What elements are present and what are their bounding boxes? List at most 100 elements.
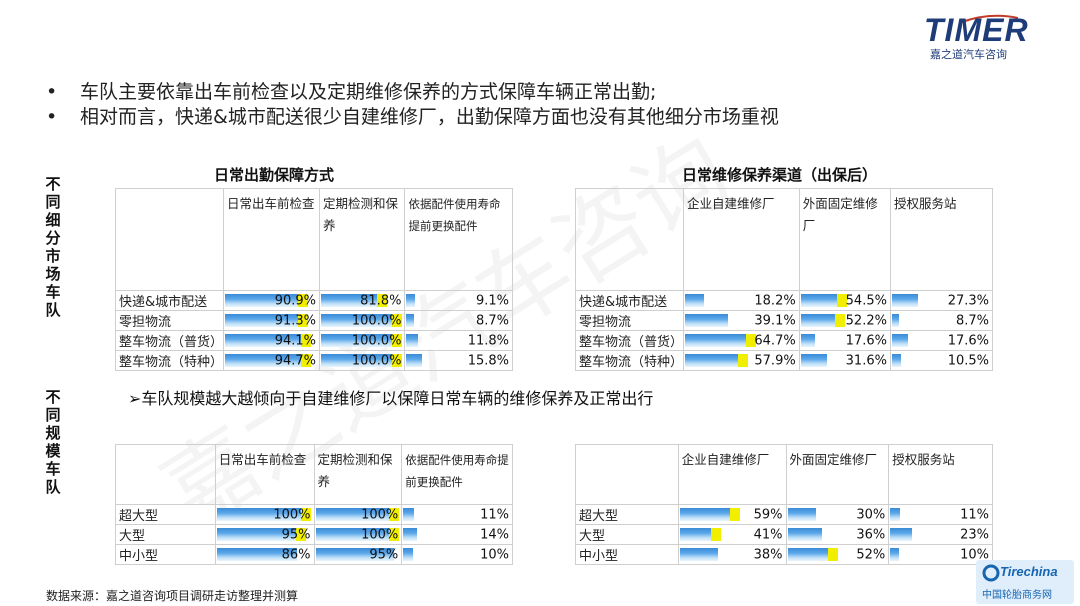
highlight-marker: [377, 294, 388, 307]
header-blank-cell: [115, 444, 216, 505]
tirechina-badge: Tirechina 中国轮胎商务网: [976, 560, 1074, 604]
value-bar: [403, 548, 413, 561]
highlight-marker: [301, 354, 312, 367]
column-header: 外面固定维修厂: [785, 444, 890, 505]
value-label: 52%: [856, 547, 886, 562]
value-bar: [685, 354, 749, 367]
value-label: 91.3%: [274, 313, 317, 328]
value-cell: 100%: [313, 524, 403, 545]
table-title-maintenance: 日常维修保养渠道（出保后）: [682, 166, 878, 184]
value-label: 11%: [960, 507, 989, 522]
table-segment-attendance: 日常出车前检查 定期检测和保养 依据配件使用寿命提前更换配件 快递&城市配送 90.9%…: [114, 188, 513, 371]
value-bar: [800, 294, 848, 307]
value-bar: [787, 528, 823, 541]
table-header-row: 企业自建维修厂 外面固定维修厂 授权服务站: [575, 444, 993, 505]
value-label: 100.0%: [351, 313, 402, 328]
value-label: 100.0%: [351, 353, 402, 368]
row-label: 快递&城市配送: [574, 290, 685, 311]
bullet-marker: •: [46, 106, 58, 128]
value-cell: 81.8%: [319, 290, 406, 311]
value-label: 23%: [960, 527, 989, 542]
column-header: 外面固定维修厂: [798, 188, 891, 291]
callout-text: ➢车队规模越大越倾向于自建维修厂以保障日常车辆的维修保养及正常出行: [128, 389, 654, 408]
highlight-marker: [391, 314, 402, 327]
value-cell: 10%: [888, 544, 993, 565]
value-cell: 27.3%: [889, 290, 994, 311]
table-row: 中小型 86% 95% 10%: [115, 544, 513, 565]
value-label: 30%: [856, 507, 886, 522]
row-label: 整车物流（特种）: [574, 350, 685, 371]
value-cell: 14%: [401, 524, 513, 545]
value-label: 54.5%: [845, 293, 887, 308]
column-header: 企业自建维修厂: [683, 188, 800, 291]
table-row: 整车物流（普货） 94.1% 100.0% 11.8%: [114, 330, 513, 351]
value-bar: [890, 548, 900, 561]
value-cell: 11%: [888, 504, 993, 525]
value-cell: 31.6%: [798, 350, 891, 371]
header-blank-cell: [114, 188, 225, 291]
highlight-marker: [827, 548, 838, 561]
value-bar: [800, 314, 846, 327]
highlight-marker: [391, 334, 402, 347]
side-label-scale: 不同规模车队: [45, 388, 61, 496]
highlight-marker: [300, 508, 311, 521]
value-bar: [787, 548, 838, 561]
highlight-marker: [295, 528, 306, 541]
value-cell: 86%: [214, 544, 315, 565]
table-row: 大型 41% 36% 23%: [575, 524, 993, 545]
value-cell: 100.0%: [319, 330, 406, 351]
value-bar: [403, 528, 418, 541]
value-cell: 54.5%: [798, 290, 891, 311]
value-label: 94.1%: [274, 333, 317, 348]
column-header: 授权服务站: [888, 444, 993, 505]
bullet-list: • 车队主要依靠出车前检查以及定期维修保养的方式保障车辆正常出勤; • 相对而言…: [40, 80, 920, 130]
value-bar: [800, 334, 816, 347]
value-label: 9.1%: [475, 293, 509, 308]
value-cell: 100.0%: [319, 350, 406, 371]
value-label: 100%: [273, 507, 311, 522]
table-scale-maintenance: 企业自建维修厂 外面固定维修厂 授权服务站 超大型 59% 30% 11% 大型 41% 36% 2…: [575, 444, 993, 565]
badge-subtitle: 中国轮胎商务网: [982, 590, 1052, 601]
row-label: 零担物流: [574, 310, 685, 331]
value-bar: [315, 528, 399, 541]
value-label: 95%: [281, 527, 311, 542]
value-bar: [321, 314, 402, 327]
column-header: 企业自建维修厂: [677, 444, 787, 505]
value-label: 27.3%: [947, 293, 989, 308]
bullet-item: • 车队主要依靠出车前检查以及定期维修保养的方式保障车辆正常出勤;: [40, 80, 920, 105]
value-label: 8.7%: [475, 313, 509, 328]
value-cell: 36%: [785, 524, 890, 545]
row-label: 中小型: [115, 544, 216, 565]
highlight-marker: [738, 354, 749, 367]
value-label: 10%: [480, 547, 509, 562]
value-bar: [679, 528, 722, 541]
bullet-text: 车队主要依靠出车前检查以及定期维修保养的方式保障车辆正常出勤;: [80, 81, 657, 103]
side-label-segment: 不同细分市场车队: [45, 175, 61, 319]
logo-subtitle: 嘉之道汽车咨询: [930, 48, 1007, 61]
value-cell: 11.8%: [404, 330, 513, 351]
bullet-text: 相对而言，快递&城市配送很少自建维修厂，出勤保障方面也没有其他细分市场重视: [80, 106, 779, 128]
value-cell: 39.1%: [683, 310, 800, 331]
value-bar: [225, 354, 312, 367]
value-label: 14%: [480, 527, 509, 542]
highlight-marker: [745, 334, 756, 347]
value-label: 90.9%: [274, 293, 317, 308]
table-scale-attendance: 日常出车前检查 定期检测和保养 依据配件使用寿命提前更换配件 超大型 100% 100% 1…: [115, 444, 513, 565]
value-label: 31.6%: [845, 353, 887, 368]
table-header-row: 企业自建维修厂 外面固定维修厂 授权服务站: [574, 188, 994, 291]
value-label: 41%: [753, 527, 783, 542]
value-cell: 64.7%: [683, 330, 800, 351]
header-blank-cell: [575, 444, 679, 505]
highlight-marker: [729, 508, 740, 521]
value-cell: 30%: [785, 504, 890, 525]
value-label: 39.1%: [754, 313, 796, 328]
logo-swoosh-icon: [961, 14, 1019, 23]
value-bar: [891, 354, 902, 367]
highlight-marker: [835, 314, 846, 327]
value-cell: 10.5%: [889, 350, 994, 371]
highlight-marker: [837, 294, 848, 307]
value-label: 10%: [960, 547, 989, 562]
value-cell: 90.9%: [223, 290, 321, 311]
badge-brand: Tirechina: [1000, 564, 1058, 579]
value-bar: [315, 548, 395, 561]
